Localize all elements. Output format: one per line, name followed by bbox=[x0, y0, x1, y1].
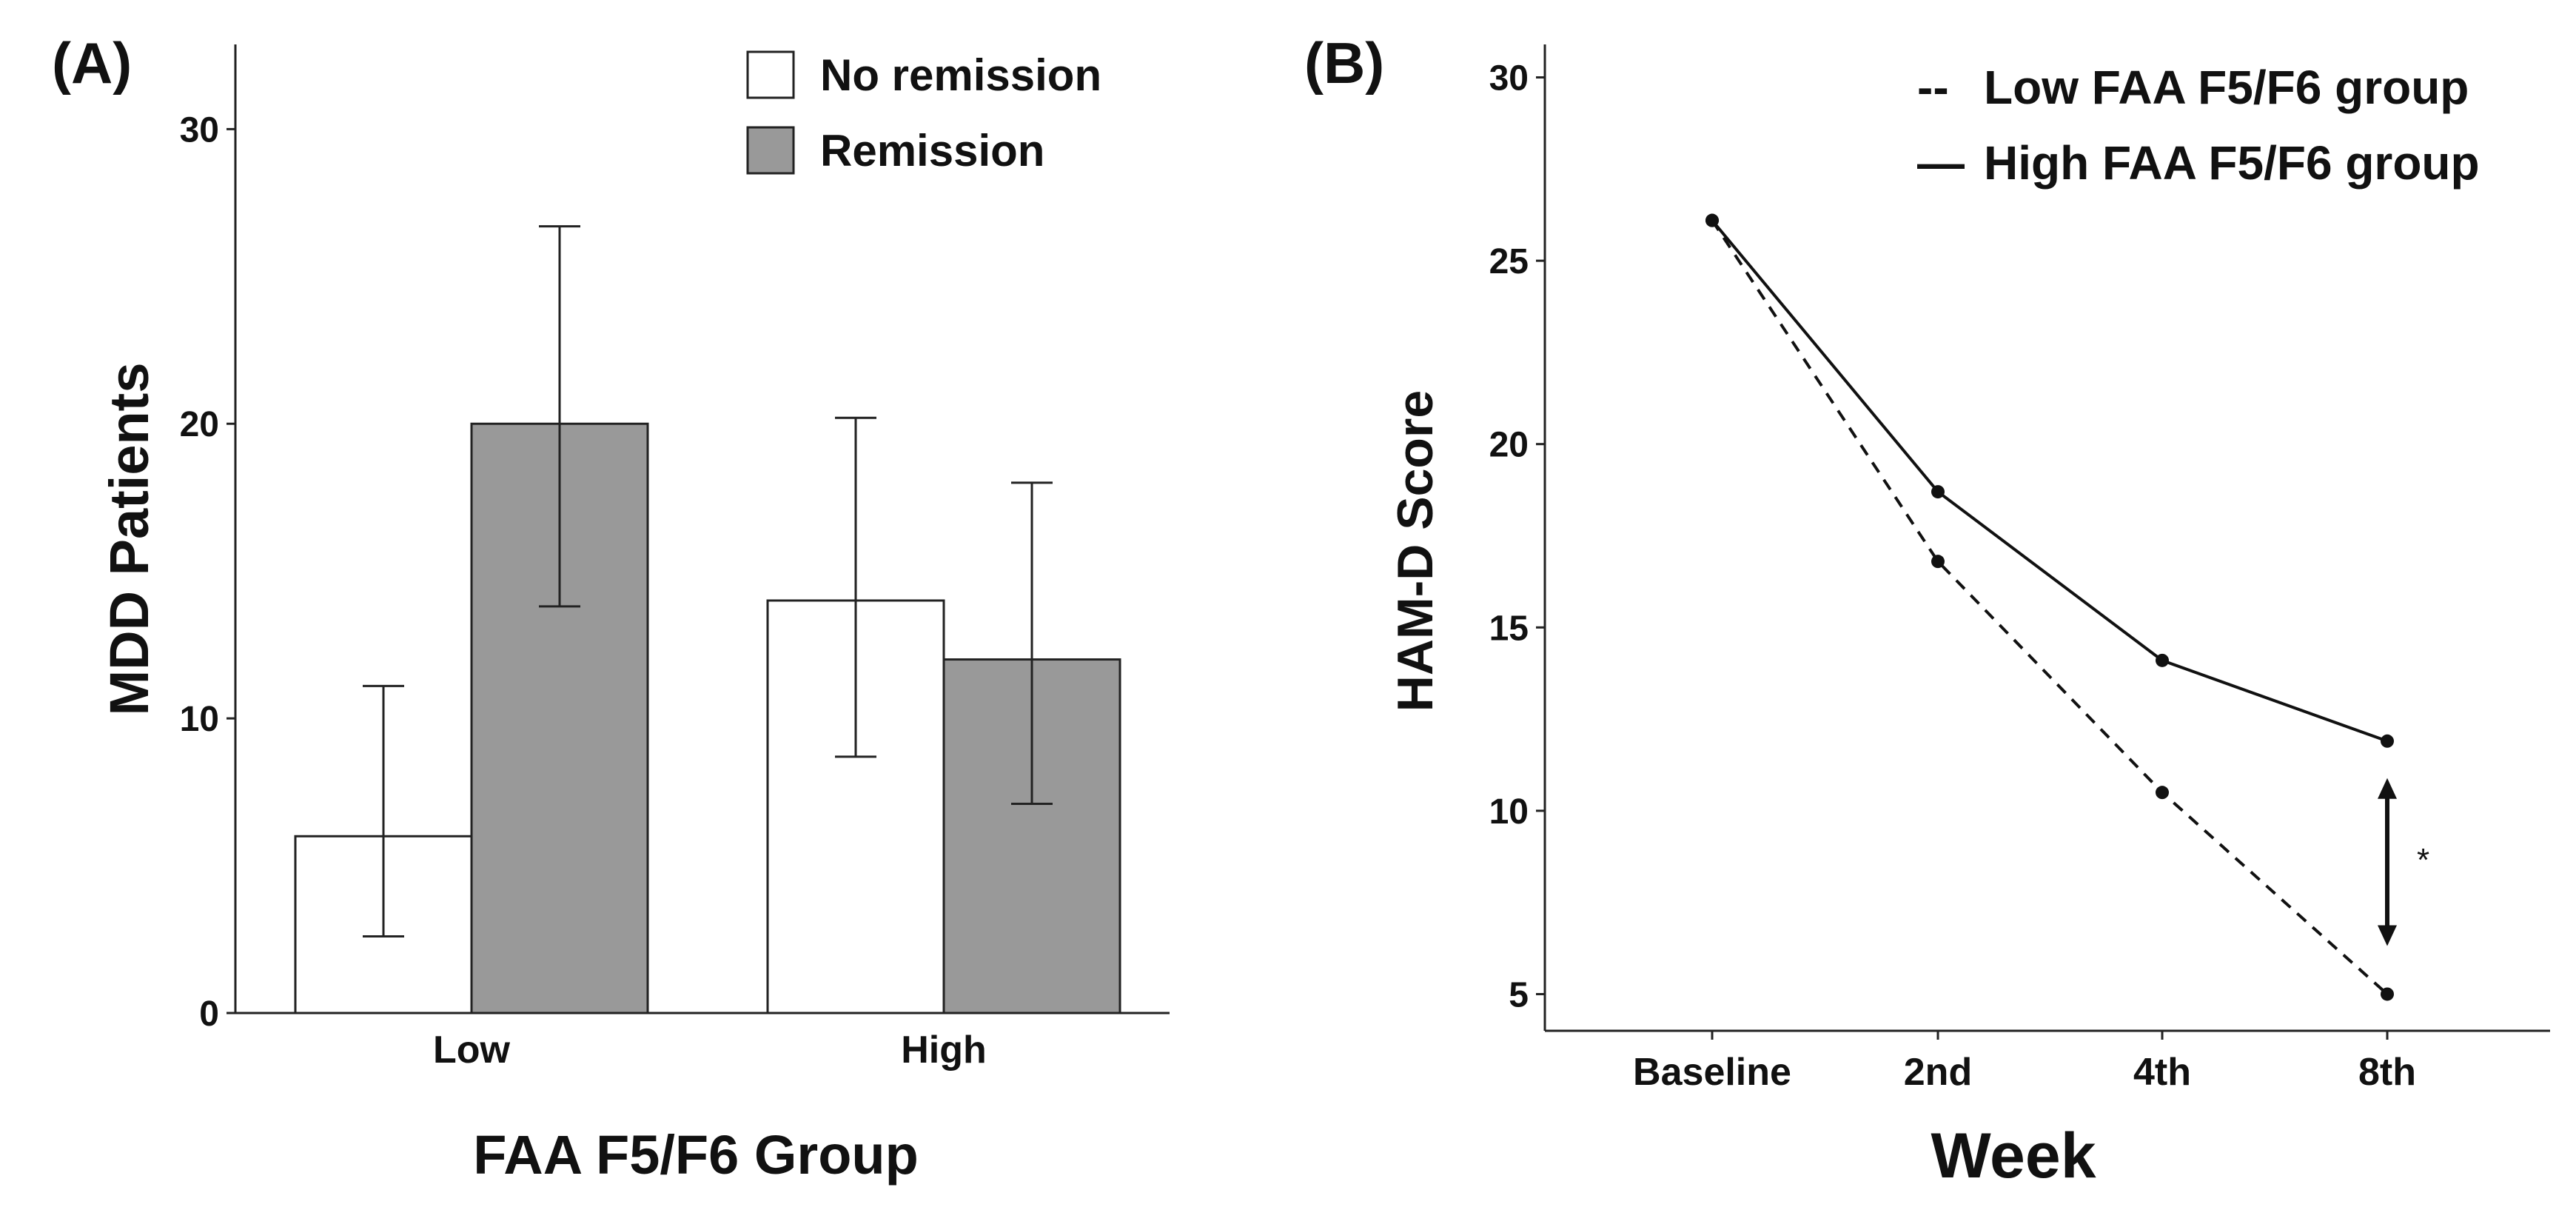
legend-line-symbol: — bbox=[1917, 136, 1965, 190]
panel-b-x-tick-label: 4th bbox=[2133, 1051, 2191, 1094]
panel-b-y-tick-label: 10 bbox=[1489, 792, 1529, 832]
data-point-low-faa bbox=[2156, 786, 2169, 800]
panel-a-y-tick-label: 10 bbox=[180, 700, 219, 739]
significance-star: * bbox=[2417, 842, 2429, 878]
panel-a-y-tick-label: 0 bbox=[199, 995, 219, 1034]
panel-b-y-axis-title: HAM-D Score bbox=[1387, 390, 1443, 712]
legend-swatch-no-remission bbox=[746, 50, 795, 99]
data-point-high-faa bbox=[1705, 213, 1719, 227]
panel-a-bar-chart: (A) MDD Patients FAA F5/F6 Group 0 10 20 30… bbox=[52, 30, 1170, 1186]
panel-b-line-chart: (B) HAM-D Score Week 5 10 15 20 25 30 Baseline… bbox=[1304, 30, 2550, 1191]
significance-arrow-head-bottom bbox=[2378, 925, 2397, 946]
panel-b-x-tick-label: 2nd bbox=[1904, 1051, 1972, 1094]
data-point-low-faa bbox=[2381, 987, 2394, 1001]
panel-b-y-tick-label: 20 bbox=[1489, 426, 1529, 465]
data-point-high-faa bbox=[1931, 485, 1945, 499]
panel-a-y-tick-label: 30 bbox=[180, 110, 219, 150]
data-point-high-faa bbox=[2156, 653, 2169, 667]
panel-b-label: (B) bbox=[1304, 30, 1384, 96]
panel-b-y-tick-label: 30 bbox=[1489, 59, 1529, 98]
significance-arrow-head-top bbox=[2378, 778, 2397, 799]
panel-b-x-tick-label: Baseline bbox=[1633, 1051, 1791, 1094]
panel-a-x-tick-label: High bbox=[901, 1029, 987, 1072]
panel-a-x-axis-title: FAA F5/F6 Group bbox=[473, 1124, 919, 1186]
panel-b-legend: -- Low FAA F5/F6 group — High FAA F5/F6 gro… bbox=[1917, 61, 2480, 190]
panel-b-y-tick-label: 5 bbox=[1509, 975, 1529, 1015]
panel-b-y-tick-label: 25 bbox=[1489, 242, 1529, 281]
series-line-low-faa bbox=[1711, 219, 2389, 995]
legend-swatch-remission bbox=[746, 126, 795, 175]
legend-label: Remission bbox=[820, 126, 1044, 176]
panel-a-y-tick-label: 20 bbox=[180, 405, 219, 444]
panel-b-x-tick-label: 8th bbox=[2358, 1051, 2416, 1094]
data-point-high-faa bbox=[2381, 734, 2394, 748]
panel-b-x-axis-title: Week bbox=[1931, 1120, 2096, 1191]
data-point-low-faa bbox=[1931, 555, 1945, 569]
panel-a-x-tick-label: Low bbox=[433, 1029, 511, 1072]
panel-a-legend: No remission Remission bbox=[746, 50, 1101, 176]
panel-a-y-axis-title: MDD Patients bbox=[98, 363, 160, 716]
legend-label: High FAA F5/F6 group bbox=[1984, 136, 2480, 190]
legend-label: Low FAA F5/F6 group bbox=[1984, 61, 2469, 114]
legend-label: No remission bbox=[820, 50, 1101, 100]
series-line-high-faa bbox=[1711, 219, 2388, 743]
legend-line-symbol: -- bbox=[1917, 61, 1949, 114]
panel-a-label: (A) bbox=[52, 30, 132, 96]
panel-b-y-tick-label: 15 bbox=[1489, 609, 1529, 648]
